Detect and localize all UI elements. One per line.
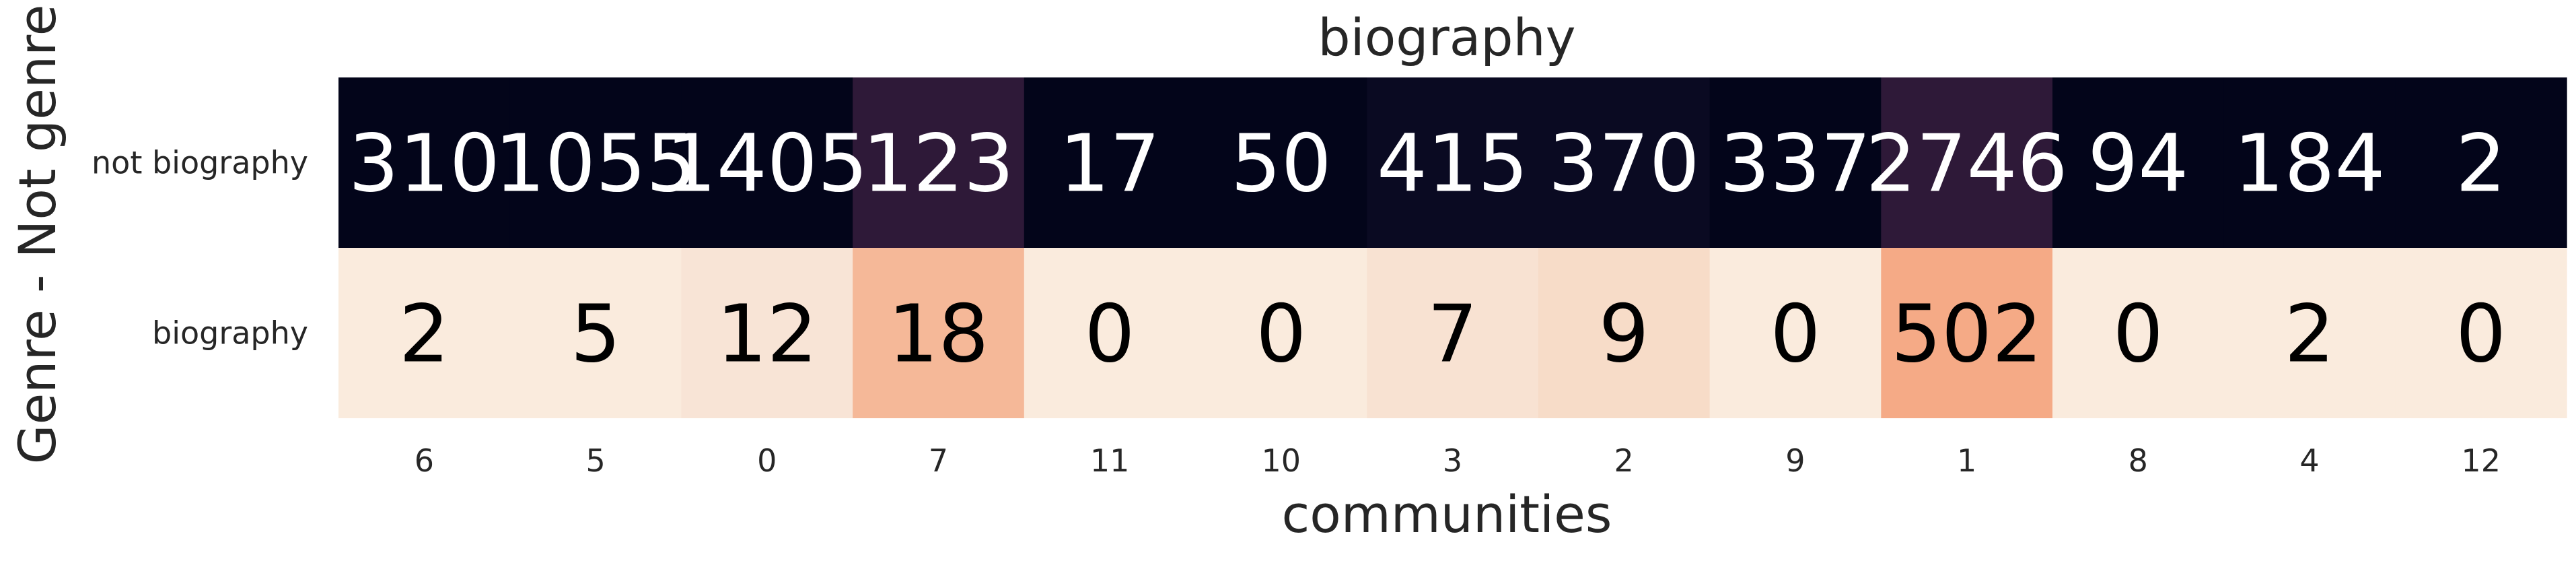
- cell-value-label: 17: [1059, 117, 1160, 210]
- chart-title: biography: [1318, 7, 1575, 67]
- heatmap-cell: [509, 248, 682, 418]
- x-axis-label: communities: [1281, 484, 1612, 544]
- x-tick-label: 8: [2128, 442, 2148, 479]
- heatmap-cell: [338, 77, 511, 248]
- x-tick-labels: 6 5 0 7 11 10 3 2 9 1 8 4 12: [415, 442, 2501, 479]
- cell-value-label: 502: [1891, 288, 2042, 381]
- cell-value-label: 0: [1256, 288, 1306, 381]
- x-tick-label: 5: [585, 442, 605, 479]
- cell-value-label: 12: [717, 288, 818, 381]
- y-tick-label: not biography: [92, 145, 308, 181]
- heatmap-cell: [2395, 248, 2567, 418]
- heatmap-cell: [1195, 77, 1367, 248]
- y-tick-labels: not biography biography: [92, 145, 308, 352]
- cell-value-label: 2: [2456, 117, 2506, 210]
- heatmap-cell: [1538, 248, 1711, 418]
- heatmap-cell: [1709, 248, 1882, 418]
- x-tick-label: 7: [929, 442, 948, 479]
- cell-value-label: 0: [1085, 288, 1135, 381]
- heatmap-cell: [1024, 77, 1196, 248]
- heatmap-cell: [2052, 77, 2225, 248]
- x-tick-label: 0: [757, 442, 777, 479]
- heatmap-cells: [338, 77, 2567, 418]
- cell-value-label: 2: [399, 288, 450, 381]
- cell-value-label: 0: [2456, 288, 2506, 381]
- heatmap-cell: [1367, 77, 1539, 248]
- heatmap-cell: [2223, 77, 2396, 248]
- x-tick-label: 11: [1090, 442, 1130, 479]
- cell-value-label: 310: [349, 117, 500, 210]
- cell-value-label: 370: [1548, 117, 1700, 210]
- cell-value-label: 94: [2087, 117, 2188, 210]
- heatmap-cell: [1709, 77, 1882, 248]
- cell-value-label: 1405: [666, 117, 868, 210]
- heatmap-cell: [681, 248, 853, 418]
- x-tick-label: 2: [1614, 442, 1634, 479]
- heatmap-cell: [2052, 248, 2225, 418]
- x-tick-label: 3: [1443, 442, 1462, 479]
- x-tick-label: 10: [1262, 442, 1301, 479]
- cell-value-label: 18: [888, 288, 989, 381]
- heatmap-cell: [1538, 77, 1711, 248]
- cell-value-label: 0: [2113, 288, 2163, 381]
- cell-value-label: 7: [1427, 288, 1478, 381]
- x-tick-label: 9: [1785, 442, 1805, 479]
- cell-value-label: 2746: [1865, 117, 2067, 210]
- cell-value-label: 123: [863, 117, 1014, 210]
- y-axis-label: Genre - Not genre: [7, 5, 67, 465]
- x-tick-label: 4: [2299, 442, 2319, 479]
- x-tick-label: 12: [2461, 442, 2501, 479]
- heatmap-cell: [509, 77, 682, 248]
- x-tick-label: 1: [1957, 442, 1976, 479]
- heatmap-cell: [2395, 77, 2567, 248]
- heatmap-cell: [681, 77, 853, 248]
- cell-value-label: 5: [571, 288, 621, 381]
- heatmap-cell: [2223, 248, 2396, 418]
- cell-value-label: 337: [1719, 117, 1871, 210]
- y-tick-label: biography: [152, 315, 308, 352]
- cell-value-label: 9: [1599, 288, 1649, 381]
- cell-value-label: 50: [1231, 117, 1332, 210]
- cell-value-label: 2: [2284, 288, 2334, 381]
- heatmap-cell: [1367, 248, 1539, 418]
- heatmap-cell: [1024, 248, 1196, 418]
- heatmap-cell: [853, 77, 1025, 248]
- heatmap-cell: [1881, 248, 2053, 418]
- cell-value-label: 1055: [495, 117, 696, 210]
- heatmap-cell: [338, 248, 511, 418]
- x-tick-label: 6: [415, 442, 434, 479]
- cell-value-label: 415: [1377, 117, 1528, 210]
- cell-value-label: 184: [2233, 117, 2385, 210]
- heatmap-cell: [1881, 77, 2053, 248]
- cell-value-label: 0: [1770, 288, 1820, 381]
- heatmap-cell: [853, 248, 1025, 418]
- heatmap-cell: [1195, 248, 1367, 418]
